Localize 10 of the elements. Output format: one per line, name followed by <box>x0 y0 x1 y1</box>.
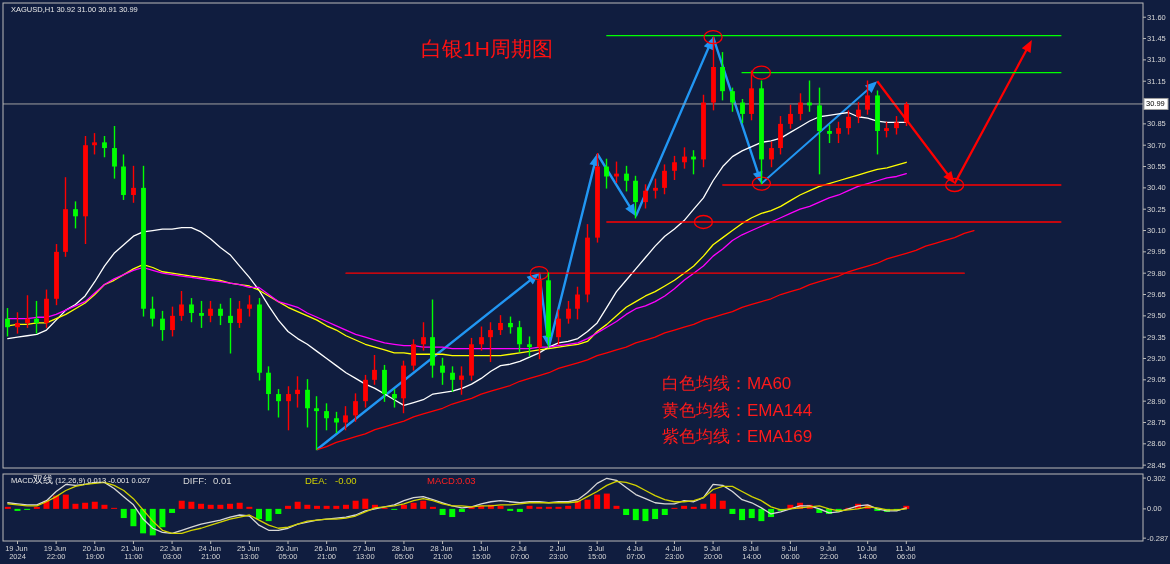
legend-entry: MACD: <box>427 475 458 486</box>
legend-entry: DEA: <box>305 475 328 486</box>
legend-entry: DIFF: <box>183 475 207 486</box>
annotation: 紫色均线：EMA169 <box>661 427 813 446</box>
annotation: -0.00 <box>335 475 357 486</box>
annotation: 白色均线：MA60 <box>661 374 792 393</box>
annotation: 黄色均线：EMA144 <box>661 400 813 420</box>
annotation: 0.01 <box>213 475 232 486</box>
annotation: 0.03 <box>457 475 476 486</box>
title: 白银1H周期图 <box>421 37 553 60</box>
